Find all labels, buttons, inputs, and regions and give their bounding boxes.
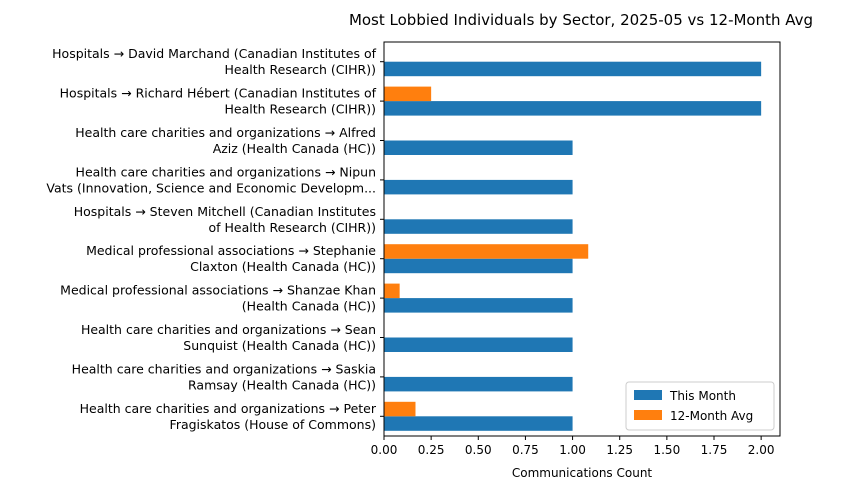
plot-frame	[383, 41, 781, 437]
legend-swatch	[634, 390, 662, 400]
category-label: Health care charities and organizations …	[80, 401, 377, 432]
category-label: Health care charities and organizations …	[75, 125, 376, 156]
category-label-line: Health Research (CIHR))	[225, 62, 376, 77]
category-label-line: Health care charities and organizations …	[81, 322, 376, 337]
category-label-line: of Health Research (CIHR))	[209, 220, 376, 235]
bar-this-month	[384, 179, 573, 195]
legend-label: This Month	[669, 389, 736, 403]
category-label-line: Medical professional associations → Shan…	[60, 283, 376, 298]
bar-12-month-avg	[384, 401, 416, 417]
category-label: Hospitals → David Marchand (Canadian Ins…	[52, 46, 376, 77]
category-label-line: Claxton (Health Canada (HC))	[190, 259, 376, 274]
category-label-line: (Health Canada (HC))	[242, 299, 376, 314]
category-label: Health care charities and organizations …	[72, 361, 376, 392]
x-tick-label: 2.00	[748, 443, 775, 457]
bar-this-month	[384, 298, 573, 313]
x-tick-label: 1.50	[653, 443, 680, 457]
category-label: Health care charities and organizations …	[46, 164, 376, 195]
category-label: Health care charities and organizations …	[81, 322, 376, 353]
category-label-line: Vats (Innovation, Science and Economic D…	[46, 180, 376, 195]
category-label-line: Hospitals → David Marchand (Canadian Ins…	[52, 46, 376, 61]
category-label: Hospitals → Richard Hébert (Canadian Ins…	[60, 86, 377, 117]
category-label: Hospitals → Steven Mitchell (Canadian In…	[74, 204, 376, 235]
category-label: Medical professional associations → Shan…	[60, 283, 376, 314]
bar-this-month	[384, 219, 573, 234]
category-label-line: Hospitals → Steven Mitchell (Canadian In…	[74, 204, 376, 219]
x-tick-label: 0.00	[371, 443, 398, 457]
bar-this-month	[384, 416, 573, 431]
x-axis-label: Communications Count	[512, 466, 653, 480]
bar-this-month	[384, 101, 762, 116]
bar-this-month	[384, 61, 762, 77]
category-label-line: Health care charities and organizations …	[80, 401, 377, 416]
chart-title: Most Lobbied Individuals by Sector, 2025…	[349, 11, 813, 29]
category-label: Medical professional associations → Step…	[86, 243, 376, 274]
category-label-line: Fragiskatos (House of Commons)	[170, 417, 376, 432]
bar-12-month-avg	[384, 283, 400, 299]
category-label-line: Medical professional associations → Step…	[86, 243, 376, 258]
bar-12-month-avg	[384, 86, 432, 102]
plot-area: Hospitals → David Marchand (Canadian Ins…	[46, 46, 774, 457]
bar-this-month	[384, 337, 573, 352]
category-label-line: Health Research (CIHR))	[225, 102, 376, 117]
bar-this-month	[384, 376, 573, 392]
category-label-line: Hospitals → Richard Hébert (Canadian Ins…	[60, 86, 377, 101]
legend-swatch	[634, 410, 662, 420]
x-tick-label: 1.25	[606, 443, 633, 457]
legend: This Month 12-Month Avg	[625, 381, 775, 431]
category-label-line: Health care charities and organizations …	[76, 164, 376, 179]
category-label-line: Sunquist (Health Canada (HC))	[183, 338, 376, 353]
category-label-line: Ramsay (Health Canada (HC))	[188, 377, 376, 392]
x-tick-label: 0.50	[465, 443, 492, 457]
x-tick-label: 1.00	[559, 443, 586, 457]
x-tick-label: 1.75	[701, 443, 728, 457]
x-tick-label: 0.75	[512, 443, 539, 457]
legend-box	[625, 381, 775, 431]
x-tick-label: 0.25	[418, 443, 445, 457]
bar-this-month	[384, 258, 573, 274]
bar-12-month-avg	[384, 244, 589, 259]
legend-label: 12-Month Avg	[670, 409, 753, 423]
bar-this-month	[384, 140, 573, 155]
category-label-line: Health care charities and organizations …	[75, 125, 376, 140]
category-label-line: Health care charities and organizations …	[72, 361, 376, 376]
category-label-line: Aziz (Health Canada (HC))	[213, 141, 376, 156]
